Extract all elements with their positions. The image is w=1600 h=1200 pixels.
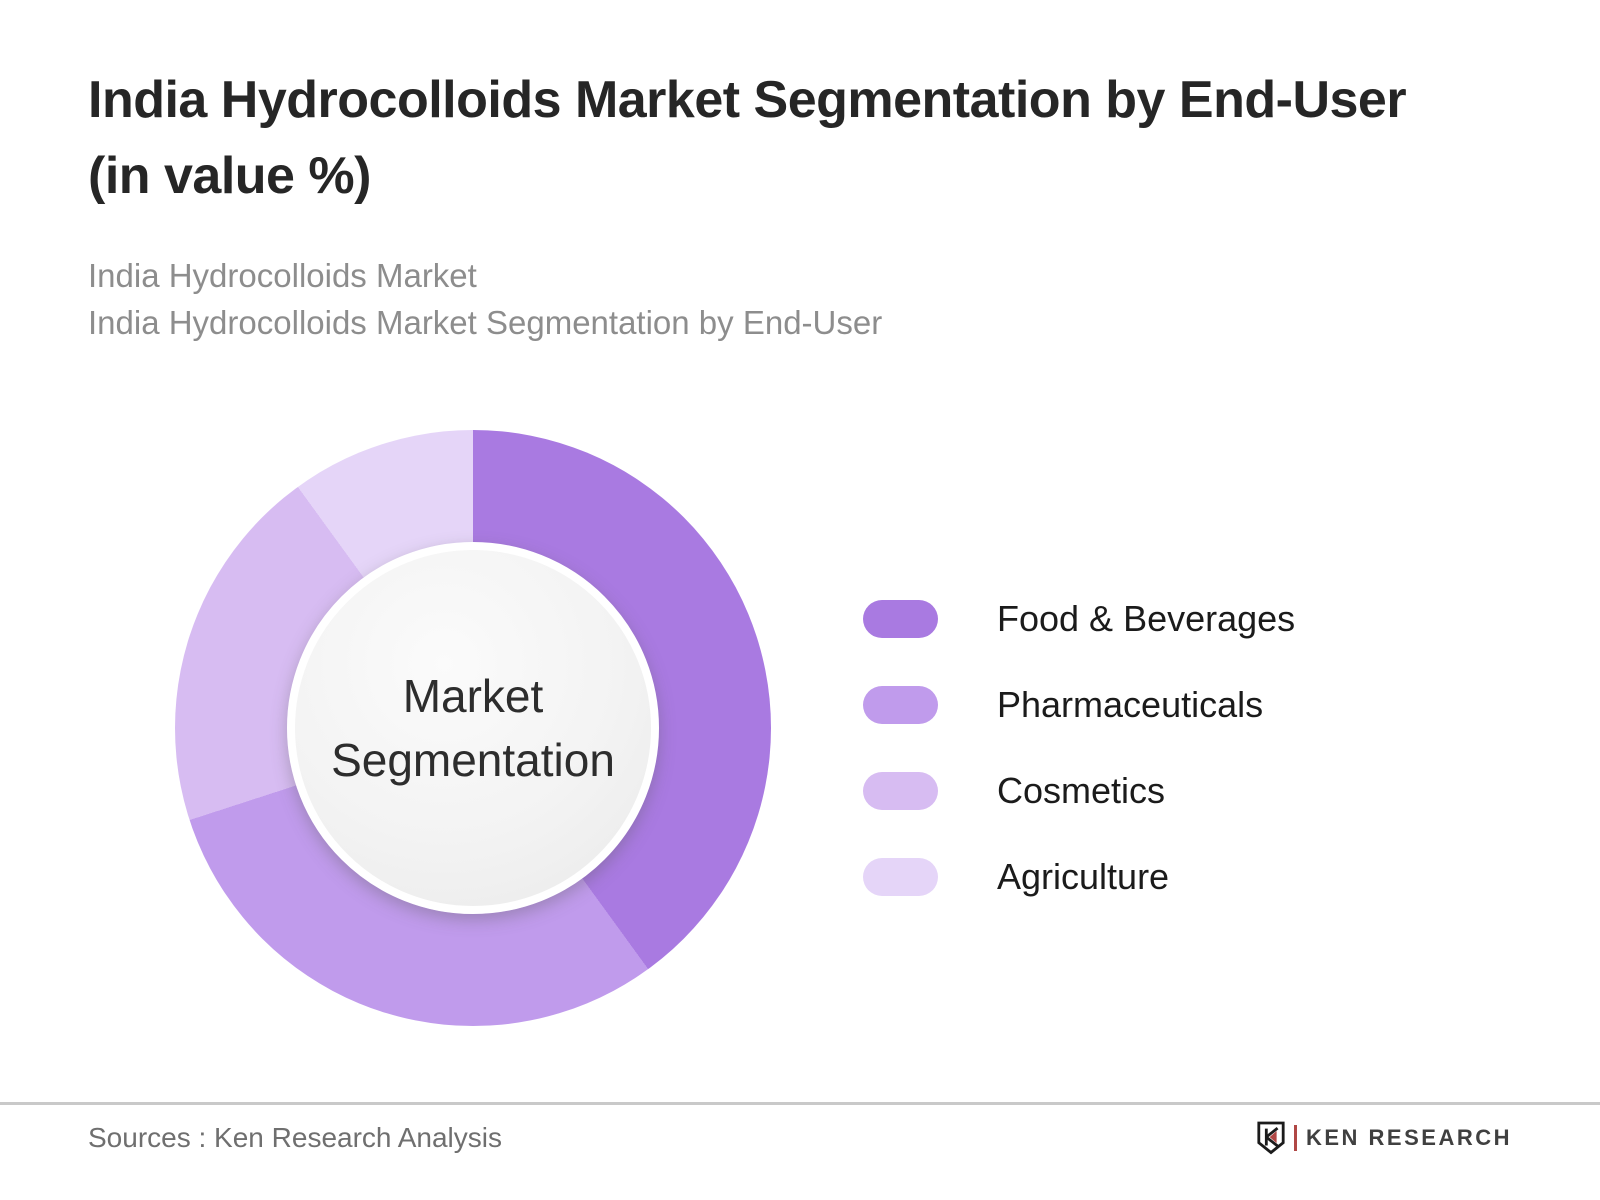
legend-swatch [863, 686, 938, 724]
legend-swatch [863, 858, 938, 896]
legend-item: Cosmetics [863, 770, 1295, 811]
footer-divider [0, 1102, 1600, 1105]
logo-wordmark: KEN RESEARCH [1305, 1125, 1512, 1150]
legend-swatch [863, 772, 938, 810]
legend-item: Pharmaceuticals [863, 684, 1295, 725]
donut-chart: Market Segmentation [175, 430, 771, 1026]
ken-research-logo: KEN RESEARCH [1256, 1121, 1512, 1155]
legend-swatch [863, 600, 938, 638]
footer: Sources : Ken Research Analysis KEN RESE… [88, 1116, 1512, 1160]
page-title-line2: (in value %) [88, 147, 371, 205]
sources-text: Sources : Ken Research Analysis [88, 1122, 502, 1153]
donut-center-label-line2: Segmentation [331, 734, 615, 786]
page-subtitle: India Hydrocolloids Market India Hydroco… [88, 252, 882, 346]
legend-label: Food & Beverages [997, 598, 1296, 639]
logo-separator [1293, 1125, 1297, 1151]
ken-research-shield-icon [1257, 1121, 1285, 1155]
donut-center: Market Segmentation [287, 542, 659, 914]
legend-label: Pharmaceuticals [997, 684, 1264, 725]
page-title: India Hydrocolloids Market Segmentation … [88, 62, 1407, 214]
page-subtitle-line1: India Hydrocolloids Market [88, 257, 477, 294]
legend-item: Agriculture [863, 856, 1295, 897]
page-title-line1: India Hydrocolloids Market Segmentation … [88, 71, 1407, 129]
legend-item: Food & Beverages [863, 598, 1296, 639]
legend: Food & Beverages Pharmaceuticals Cosmeti… [863, 598, 1296, 944]
page-subtitle-line2: India Hydrocolloids Market Segmentation … [88, 304, 883, 341]
legend-label: Agriculture [997, 856, 1170, 897]
legend-label: Cosmetics [997, 770, 1166, 811]
donut-center-label-line1: Market [402, 670, 544, 722]
